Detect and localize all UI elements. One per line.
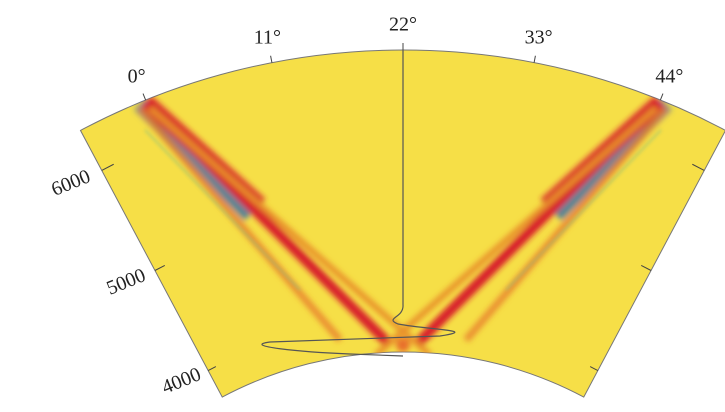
theta-tick-label: 11° xyxy=(254,27,281,49)
theta-tick-label: 44° xyxy=(655,65,683,87)
theta-tick xyxy=(659,93,664,101)
r-tick-label: 6000 xyxy=(48,165,93,200)
theta-tick-label: 0° xyxy=(128,65,146,87)
theta-tick-label: 33° xyxy=(525,27,553,49)
r-tick-label: 4000 xyxy=(159,363,204,398)
r-tick-label: 5000 xyxy=(104,264,149,299)
theta-tick-label: 22° xyxy=(389,14,417,36)
trace xyxy=(261,50,456,357)
r-tick xyxy=(640,264,652,271)
theta-tick xyxy=(270,55,273,63)
r-tick xyxy=(692,163,705,171)
theta-tick xyxy=(533,55,536,63)
r-tick xyxy=(207,366,217,371)
theta-tick xyxy=(142,93,147,101)
r-tick xyxy=(589,366,599,371)
wavefield xyxy=(134,96,672,358)
r-tick xyxy=(101,163,114,171)
r-tick xyxy=(154,264,166,271)
